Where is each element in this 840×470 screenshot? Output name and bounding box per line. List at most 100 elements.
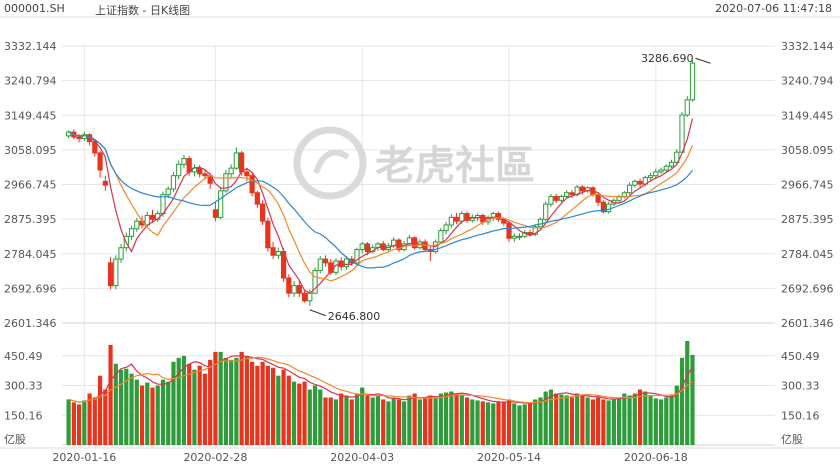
candle-body — [553, 196, 559, 201]
volume-bar — [181, 355, 187, 445]
volume-bar — [171, 361, 176, 445]
volume-bar — [197, 365, 202, 445]
candle-body — [270, 247, 276, 256]
volume-bar — [543, 391, 548, 445]
volume-bar — [139, 385, 145, 445]
candle-body — [626, 184, 633, 194]
candle-body — [396, 239, 402, 251]
volume-bar — [118, 369, 124, 445]
volume-bar — [423, 397, 428, 445]
volume-bar — [349, 399, 354, 445]
volume-bar — [669, 395, 674, 445]
volume-bar — [166, 381, 171, 445]
volume-bar — [417, 399, 422, 445]
candle-body — [107, 262, 114, 287]
candle-body — [307, 292, 313, 302]
volume-bar — [512, 403, 517, 445]
candle-body — [149, 214, 156, 220]
candle-body — [532, 226, 538, 235]
watermark-stroke-icon — [313, 149, 350, 175]
volume-bar — [250, 361, 255, 445]
watermark-logo-icon — [293, 126, 367, 200]
candle-body — [239, 152, 245, 173]
candle-body — [448, 216, 454, 226]
volume-bar — [202, 373, 208, 445]
candle-body — [621, 192, 627, 198]
candle-body — [333, 260, 339, 273]
volume-bar — [396, 399, 402, 445]
volume-bar — [559, 394, 564, 445]
candle-body — [595, 194, 601, 203]
candle-body — [443, 224, 449, 232]
volume-bar — [192, 369, 197, 445]
candle-body — [632, 180, 638, 186]
candle-body — [186, 158, 192, 173]
candle-body — [459, 213, 465, 222]
candle-body — [254, 192, 260, 205]
volume-bar — [239, 351, 244, 445]
volume-bar — [674, 385, 679, 445]
candle-body — [600, 201, 606, 213]
volume-bar — [318, 389, 323, 445]
volume-bar — [281, 369, 286, 445]
volume-tick-label-left: 450.49 — [4, 350, 43, 363]
volume-bar — [255, 365, 260, 445]
volume-bar — [375, 395, 381, 445]
volume-bar — [433, 397, 438, 445]
candle-body — [453, 216, 460, 222]
candle-body — [438, 230, 444, 243]
volume-bar — [522, 404, 527, 445]
candle-body — [359, 243, 365, 251]
volume-bar — [134, 379, 139, 445]
volume-bar — [354, 393, 360, 445]
volume-bar — [533, 399, 538, 445]
candle-body — [197, 167, 203, 175]
volume-bar — [459, 394, 464, 445]
volume-bar — [569, 397, 575, 445]
price-ma5-line — [68, 118, 694, 294]
candle-body — [569, 192, 575, 196]
price-tick-label-left: 3058.095 — [4, 144, 57, 157]
volume-bar — [276, 375, 281, 445]
volume-bar — [506, 399, 512, 445]
volume-bar — [491, 403, 496, 445]
volume-bar — [323, 397, 328, 445]
volume-bar — [176, 357, 181, 445]
volume-bar — [596, 397, 601, 445]
volume-bar — [155, 385, 160, 445]
volume-bar — [622, 393, 627, 445]
low-marker-line — [309, 309, 326, 317]
volume-bar — [381, 399, 386, 445]
candle-body — [684, 99, 690, 116]
candle-body — [265, 220, 271, 249]
volume-bar — [302, 381, 307, 445]
date-tick-label: 2020-06-18 — [624, 451, 688, 464]
volume-bar — [438, 393, 443, 445]
volume-bar — [580, 395, 585, 445]
candle-body — [322, 258, 329, 264]
date-tick-label: 2020-05-14 — [477, 451, 541, 464]
candle-body — [689, 62, 696, 101]
volume-bar — [339, 393, 344, 445]
date-tick-label: 2020-01-16 — [52, 451, 116, 464]
candle-body — [259, 203, 266, 222]
candle-body — [564, 192, 570, 198]
volume-unit-right: 亿股 — [781, 433, 803, 446]
volume-bar — [244, 355, 249, 445]
candle-body — [668, 161, 675, 167]
volume-bar — [208, 359, 213, 445]
volume-bar — [527, 403, 533, 445]
volume-bar — [496, 401, 501, 445]
volume-bar — [643, 391, 648, 445]
volume-bar — [297, 383, 302, 445]
price-tick-label-left: 2601.346 — [4, 317, 57, 330]
price-tick-label-right: 2875.395 — [781, 213, 834, 226]
volume-bar — [97, 375, 103, 445]
candle-body — [118, 247, 124, 260]
price-tick-label-right: 3332.144 — [781, 40, 834, 53]
chart-title: 上证指数 - 日K线图 — [95, 4, 191, 17]
price-tick-label-right: 2692.696 — [781, 282, 834, 295]
price-tick-label-right: 2784.045 — [781, 248, 834, 261]
volume-unit-left: 亿股 — [4, 433, 26, 446]
